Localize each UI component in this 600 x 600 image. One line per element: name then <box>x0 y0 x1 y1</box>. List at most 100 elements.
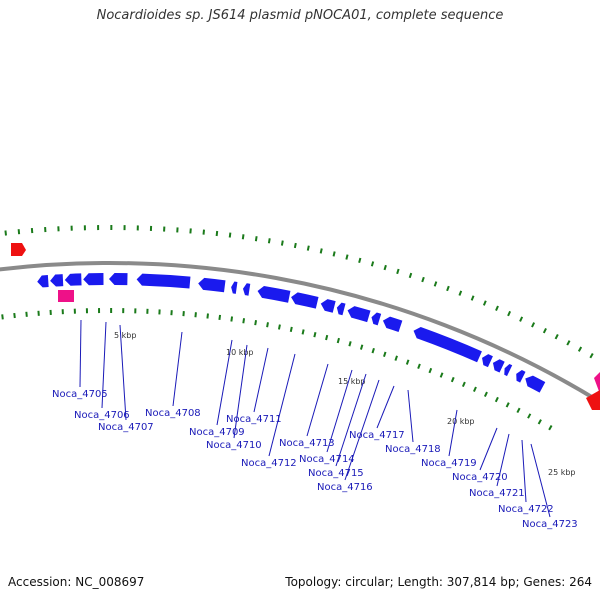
gene-arrow <box>525 375 546 393</box>
tick-mark <box>345 254 349 260</box>
tick-mark <box>428 367 433 374</box>
tick-mark <box>301 329 305 335</box>
tick-mark <box>13 312 16 319</box>
tick-mark <box>254 320 258 326</box>
gene-label: Noca_4715 <box>308 468 364 479</box>
tick-mark <box>383 264 387 271</box>
gene-arrow <box>413 326 482 363</box>
tick-mark <box>218 314 222 321</box>
tick-mark <box>439 372 444 378</box>
tick-mark <box>206 313 209 319</box>
gene-label: Noca_4710 <box>206 440 262 451</box>
leader-line <box>530 443 551 518</box>
tick-mark <box>446 285 450 292</box>
map-title: Nocardioides sp. JS614 plasmid pNOCA01, … <box>96 8 504 23</box>
tick-mark <box>483 391 488 398</box>
gene-label: Noca_4719 <box>421 458 477 469</box>
tick-mark <box>566 340 571 346</box>
leader-line <box>376 385 395 429</box>
red-feature-left <box>11 243 26 256</box>
tick-mark <box>293 242 297 249</box>
gene-label: Noca_4720 <box>452 472 508 483</box>
tick-mark <box>1 314 4 320</box>
tick-mark <box>507 310 512 317</box>
leader-line <box>448 409 458 457</box>
tick-mark <box>396 268 400 275</box>
tick-mark <box>266 322 269 328</box>
gene-arrow <box>37 275 49 288</box>
gene-arrow <box>257 286 291 303</box>
tick-mark <box>280 240 284 246</box>
tick-mark <box>405 359 410 365</box>
plasmid-backbone <box>0 261 600 403</box>
tick-mark <box>313 331 317 338</box>
tick-mark <box>473 386 477 392</box>
marker-features <box>11 243 600 410</box>
gene-label: Noca_4723 <box>522 519 578 530</box>
tick-mark <box>554 334 559 340</box>
tick-mark <box>230 316 234 322</box>
leader-line <box>101 321 107 409</box>
tick-mark <box>433 281 438 287</box>
gene-label: Noca_4718 <box>385 444 441 455</box>
gene-arrow <box>64 273 82 286</box>
gene-arrow <box>504 363 513 377</box>
tick-mark <box>421 276 425 283</box>
tick-mark <box>370 261 375 267</box>
gene-label: Noca_4716 <box>317 482 373 493</box>
gene-arrow <box>336 302 346 316</box>
tick-mark <box>577 346 583 352</box>
gene-arrow <box>242 283 251 296</box>
tick-mark <box>495 305 499 311</box>
tick-mark <box>494 396 499 403</box>
gene-arrow <box>320 299 336 313</box>
pink-feature-right <box>594 372 600 394</box>
gene-label: Noca_4706 <box>74 410 130 421</box>
gene-arrow <box>492 359 505 373</box>
gene-arrow <box>109 273 128 286</box>
tick-mark <box>589 352 594 359</box>
gene-arrow <box>291 292 319 309</box>
tick-mark <box>537 419 542 425</box>
scale-label: 5 kbp <box>114 331 136 340</box>
scale-label: 15 kbp <box>338 377 366 386</box>
tick-mark <box>319 248 323 254</box>
gene-arrow <box>136 273 191 289</box>
tick-mark <box>4 230 7 236</box>
gene-label-leaders <box>79 319 551 518</box>
tick-mark <box>241 234 245 240</box>
gene-label: Noca_4712 <box>241 458 297 469</box>
gene-arrow <box>198 277 226 293</box>
tick-mark <box>371 347 375 354</box>
leader-line <box>335 373 367 467</box>
leader-line <box>253 347 269 413</box>
leader-line <box>326 369 353 453</box>
gene-arrow <box>347 306 371 323</box>
scale-labels: 5 kbp 10 kbp 15 kbp 20 kbp 25 kbp <box>114 331 576 477</box>
tick-mark <box>289 326 293 333</box>
leader-line <box>306 363 329 437</box>
tick-mark <box>215 230 219 237</box>
tick-mark <box>348 341 352 347</box>
leader-line <box>344 379 380 481</box>
leader-line <box>407 389 414 443</box>
tick-mark <box>332 251 336 257</box>
gene-track <box>37 273 546 393</box>
tick-mark <box>359 344 364 350</box>
gene-label: Noca_4709 <box>189 427 245 438</box>
gene-label: Noca_4722 <box>498 504 554 515</box>
tick-mark <box>277 324 281 330</box>
scale-label: 10 kbp <box>226 348 254 357</box>
gene-label: Noca_4711 <box>226 414 282 425</box>
gene-label: Noca_4705 <box>52 389 108 400</box>
gene-arrow <box>516 370 526 383</box>
outer-tick-ring <box>4 225 594 359</box>
gene-label: Noca_4713 <box>279 438 335 449</box>
gene-label: Noca_4721 <box>469 488 525 499</box>
tick-mark <box>408 272 413 279</box>
gene-arrow <box>371 312 382 326</box>
tick-mark <box>383 351 387 358</box>
tick-mark <box>228 232 232 238</box>
